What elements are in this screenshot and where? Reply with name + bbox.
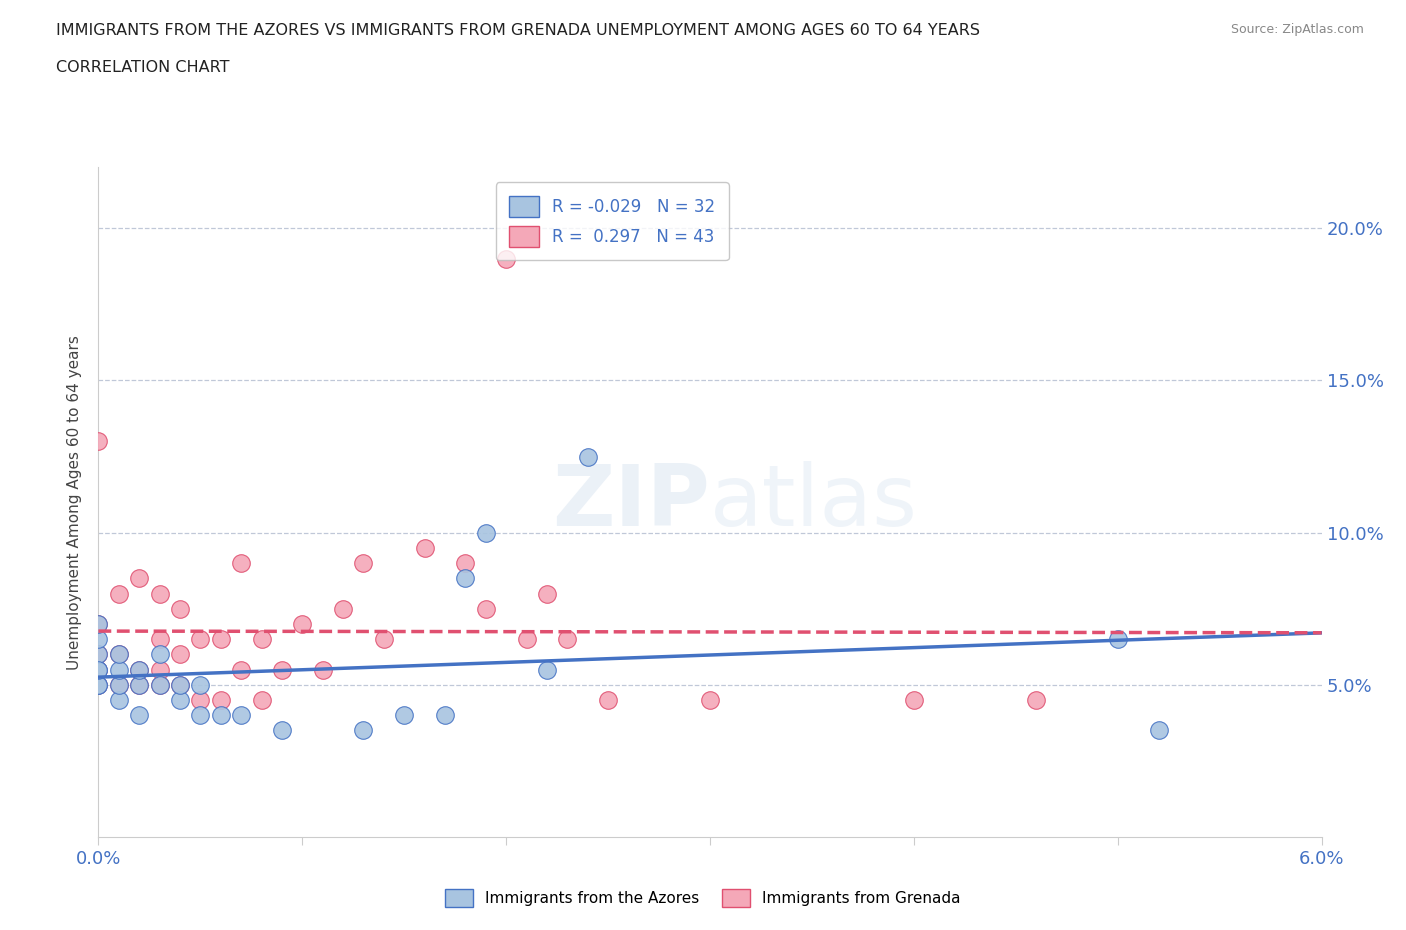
Point bbox=[87, 647, 110, 662]
Text: Source: ZipAtlas.com: Source: ZipAtlas.com bbox=[1230, 23, 1364, 36]
Point bbox=[87, 631, 110, 646]
Point bbox=[311, 662, 335, 677]
Point bbox=[169, 602, 191, 617]
Point bbox=[87, 434, 110, 449]
Point bbox=[352, 723, 374, 737]
Point bbox=[250, 631, 273, 646]
Point bbox=[128, 708, 150, 723]
Point bbox=[128, 662, 150, 677]
Point bbox=[392, 708, 416, 723]
Point bbox=[169, 677, 191, 692]
Point bbox=[108, 647, 131, 662]
Point bbox=[1147, 723, 1170, 737]
Point bbox=[128, 571, 150, 586]
Point bbox=[149, 677, 172, 692]
Point bbox=[454, 571, 477, 586]
Legend: Immigrants from the Azores, Immigrants from Grenada: Immigrants from the Azores, Immigrants f… bbox=[439, 884, 967, 913]
Point bbox=[250, 693, 273, 708]
Point bbox=[536, 662, 558, 677]
Point bbox=[373, 631, 395, 646]
Point bbox=[188, 677, 212, 692]
Point bbox=[87, 662, 110, 677]
Point bbox=[231, 708, 253, 723]
Point bbox=[149, 662, 172, 677]
Point bbox=[149, 586, 172, 601]
Text: atlas: atlas bbox=[710, 460, 918, 544]
Point bbox=[128, 677, 150, 692]
Text: CORRELATION CHART: CORRELATION CHART bbox=[56, 60, 229, 75]
Point bbox=[149, 677, 172, 692]
Point bbox=[536, 586, 558, 601]
Point bbox=[128, 662, 150, 677]
Point bbox=[87, 677, 110, 692]
Point bbox=[291, 617, 314, 631]
Point bbox=[516, 631, 538, 646]
Point bbox=[149, 647, 172, 662]
Point bbox=[576, 449, 599, 464]
Point bbox=[128, 677, 150, 692]
Point bbox=[108, 693, 131, 708]
Point bbox=[108, 677, 131, 692]
Point bbox=[1025, 693, 1047, 708]
Point bbox=[231, 662, 253, 677]
Point bbox=[270, 662, 292, 677]
Point bbox=[169, 677, 191, 692]
Text: ZIP: ZIP bbox=[553, 460, 710, 544]
Text: IMMIGRANTS FROM THE AZORES VS IMMIGRANTS FROM GRENADA UNEMPLOYMENT AMONG AGES 60: IMMIGRANTS FROM THE AZORES VS IMMIGRANTS… bbox=[56, 23, 980, 38]
Point bbox=[413, 540, 436, 555]
Point bbox=[188, 693, 212, 708]
Point bbox=[188, 631, 212, 646]
Point bbox=[903, 693, 925, 708]
Point bbox=[474, 525, 498, 540]
Legend: R = -0.029   N = 32, R =  0.297   N = 43: R = -0.029 N = 32, R = 0.297 N = 43 bbox=[495, 182, 728, 260]
Point bbox=[108, 677, 131, 692]
Point bbox=[169, 647, 191, 662]
Point bbox=[209, 693, 232, 708]
Y-axis label: Unemployment Among Ages 60 to 64 years: Unemployment Among Ages 60 to 64 years bbox=[67, 335, 83, 670]
Point bbox=[495, 251, 517, 266]
Point bbox=[270, 723, 292, 737]
Point bbox=[87, 662, 110, 677]
Point bbox=[433, 708, 456, 723]
Point bbox=[332, 602, 354, 617]
Point bbox=[209, 631, 232, 646]
Point bbox=[1107, 631, 1129, 646]
Point bbox=[699, 693, 721, 708]
Point bbox=[87, 662, 110, 677]
Point bbox=[87, 617, 110, 631]
Point bbox=[598, 693, 620, 708]
Point bbox=[87, 647, 110, 662]
Point bbox=[555, 631, 579, 646]
Point bbox=[209, 708, 232, 723]
Point bbox=[87, 617, 110, 631]
Point bbox=[231, 555, 253, 570]
Point bbox=[169, 693, 191, 708]
Point bbox=[108, 647, 131, 662]
Point bbox=[87, 677, 110, 692]
Point bbox=[352, 555, 374, 570]
Point bbox=[474, 602, 498, 617]
Point bbox=[149, 631, 172, 646]
Point bbox=[87, 677, 110, 692]
Point bbox=[454, 555, 477, 570]
Point bbox=[108, 586, 131, 601]
Point bbox=[188, 708, 212, 723]
Point bbox=[108, 662, 131, 677]
